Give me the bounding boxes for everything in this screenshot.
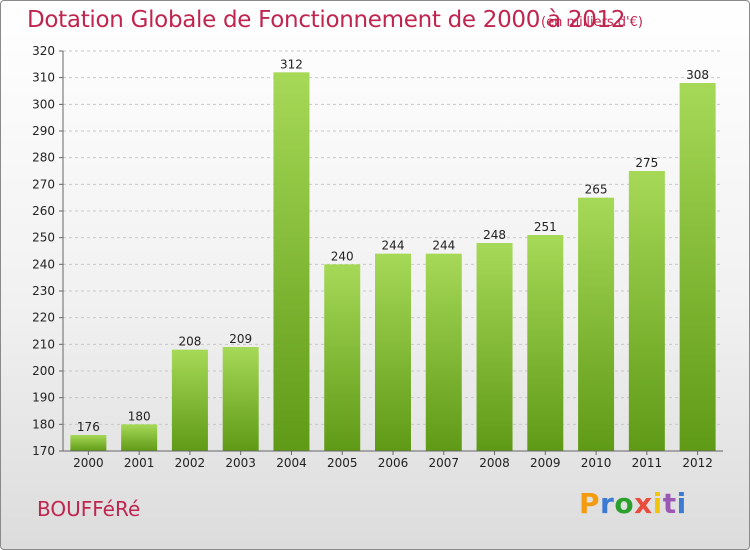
bars (70, 72, 716, 451)
x-tick-label: 2008 (479, 456, 510, 470)
x-tick-label: 2003 (225, 456, 256, 470)
y-tick-label: 180 (32, 417, 55, 431)
y-tick-label: 260 (32, 204, 55, 218)
data-label-2001: 180 (128, 409, 151, 423)
data-label-2004: 312 (280, 57, 303, 71)
x-tick-label: 2011 (632, 456, 663, 470)
y-tick-label: 300 (32, 97, 55, 111)
x-tick-label: 2000 (73, 456, 104, 470)
data-label-2008: 248 (483, 228, 506, 242)
y-tick-label: 250 (32, 231, 55, 245)
x-tick-label: 2002 (175, 456, 206, 470)
bar-2012 (679, 83, 716, 451)
axes (59, 50, 723, 455)
x-tick-label: 2004 (276, 456, 307, 470)
bar-2009 (527, 235, 564, 451)
data-label-2007: 244 (432, 239, 455, 253)
y-tick-label: 270 (32, 177, 55, 191)
bar-2005 (324, 264, 361, 451)
y-tick-label: 310 (32, 71, 55, 85)
bar-2006 (375, 253, 411, 451)
data-label-2003: 209 (229, 332, 252, 346)
y-tick-label: 290 (32, 124, 55, 138)
x-tick-label: 2010 (581, 456, 612, 470)
y-tick-label: 210 (32, 337, 55, 351)
y-tick-label: 240 (32, 257, 55, 271)
proxiti-logo[interactable]: Proxiti (579, 487, 687, 520)
logo-letter: i (652, 487, 663, 520)
data-label-2012: 308 (686, 68, 709, 82)
bar-2010 (578, 197, 615, 451)
data-label-2009: 251 (534, 220, 557, 234)
labels: 170 180 190 200 210 220 230 240 250 260 270 280 290 3… (32, 44, 713, 470)
y-tick-label: 220 (32, 311, 55, 325)
logo-letter: o (614, 487, 635, 520)
y-tick-label: 230 (32, 284, 55, 298)
x-tick-label: 2006 (378, 456, 409, 470)
bar-2008 (476, 243, 513, 451)
logo-letter: r (600, 487, 615, 520)
bar-2003 (222, 347, 259, 451)
bar-2004 (273, 72, 310, 451)
commune-name: BOUFFéRé (37, 497, 141, 521)
y-tick-label: 170 (32, 444, 55, 458)
bar-2000 (70, 435, 107, 451)
chart-subtitle: (en milliers d'€) (541, 15, 643, 30)
x-tick-label: 2005 (327, 456, 358, 470)
y-tick-label: 190 (32, 391, 55, 405)
logo-letter: i (676, 487, 687, 520)
logo-letter: P (579, 487, 601, 520)
logo-letter: x (634, 487, 653, 520)
data-label-2010: 265 (585, 183, 608, 197)
bar-2011 (628, 171, 665, 451)
x-tick-label: 2009 (530, 456, 561, 470)
bar-2007 (425, 253, 462, 451)
data-label-2005: 240 (331, 249, 354, 263)
x-tick-label: 2007 (428, 456, 459, 470)
y-tick-label: 320 (32, 44, 55, 58)
data-label-2000: 176 (77, 420, 100, 434)
y-tick-label: 200 (32, 364, 55, 378)
logo-letter: t (662, 487, 677, 520)
chart-title: Dotation Globale de Fonctionnement de 20… (27, 7, 626, 33)
data-label-2006: 244 (382, 239, 405, 253)
bar-2001 (121, 424, 158, 451)
y-tick-label: 280 (32, 151, 55, 165)
bar-2002 (171, 349, 208, 451)
data-label-2011: 275 (635, 156, 658, 170)
x-tick-label: 2012 (682, 456, 713, 470)
x-tick-label: 2001 (124, 456, 155, 470)
data-label-2002: 208 (178, 335, 201, 349)
